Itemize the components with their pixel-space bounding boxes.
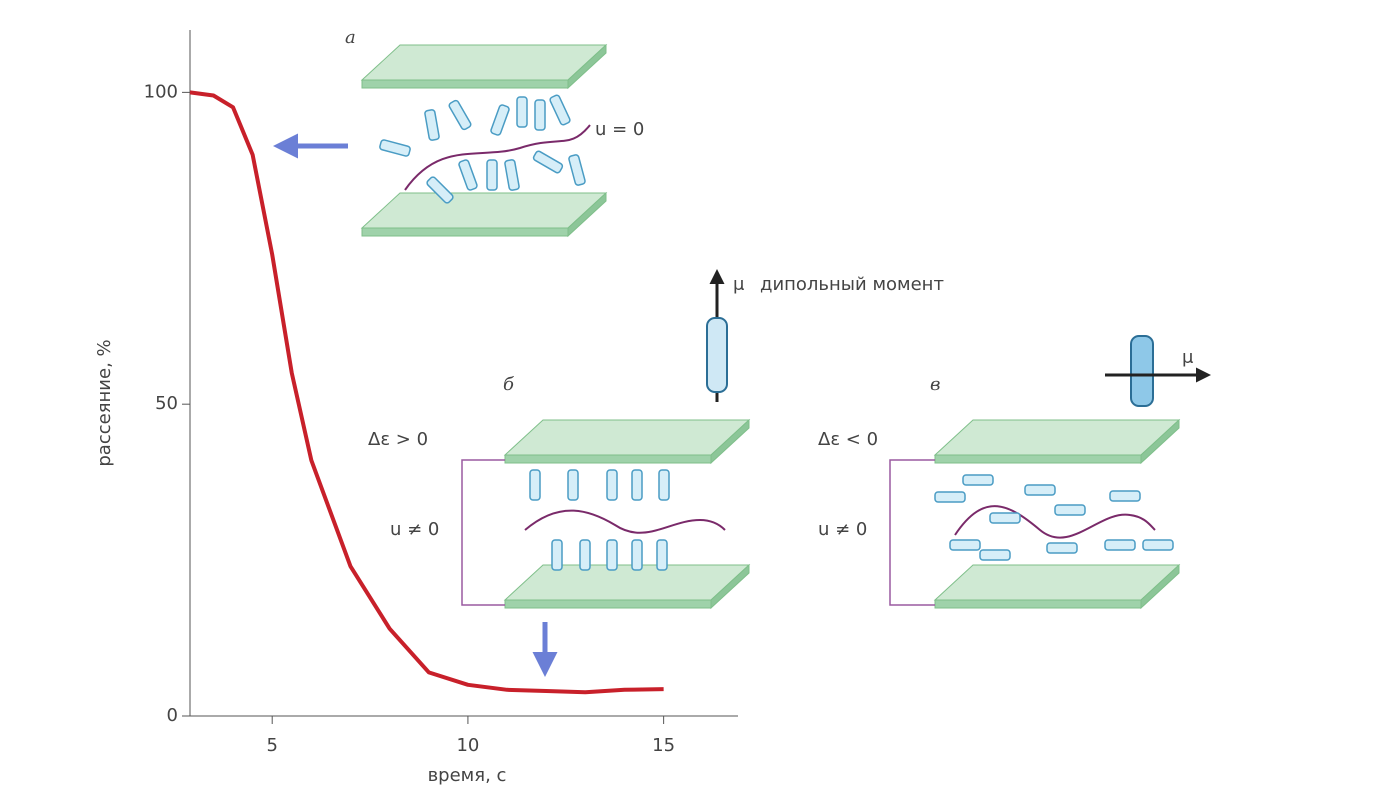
- annotation: в: [930, 374, 940, 395]
- plate-edge: [505, 600, 711, 608]
- molecule: [530, 470, 540, 500]
- molecule: [424, 109, 439, 140]
- molecule: [607, 470, 617, 500]
- molecule: [632, 540, 642, 570]
- plate-top: [505, 420, 749, 455]
- annotation: u ≠ 0: [818, 519, 867, 540]
- molecule: [1047, 543, 1077, 553]
- molecule: [1110, 491, 1140, 501]
- annotation: дипольный момент: [760, 274, 944, 295]
- plate-edge: [935, 600, 1141, 608]
- x-tick-label: 5: [266, 735, 277, 756]
- figure: рассеяние, % время, с 0 50 100 5 10 15 а u = 0 μ…: [0, 0, 1397, 803]
- molecule: [632, 470, 642, 500]
- molecule: [549, 94, 571, 125]
- y-tick-label: 0: [167, 705, 178, 726]
- molecule: [517, 97, 527, 127]
- circuit: [462, 460, 505, 605]
- molecule: [568, 470, 578, 500]
- y-tick-label: 50: [155, 393, 178, 414]
- plate-edge: [362, 80, 568, 88]
- molecule: [448, 100, 472, 131]
- molecule: [1025, 485, 1055, 495]
- molecule: [657, 540, 667, 570]
- annotation: Δε < 0: [818, 429, 878, 450]
- molecule: [458, 159, 478, 191]
- molecule: [990, 513, 1020, 523]
- diagrams: [278, 45, 1208, 672]
- molecule: [659, 470, 669, 500]
- y-tick-label: 100: [144, 81, 178, 102]
- annotation: u ≠ 0: [390, 519, 439, 540]
- plate-top: [505, 565, 749, 600]
- x-tick-label: 10: [456, 735, 479, 756]
- annotation: а: [345, 27, 356, 48]
- molecule: [963, 475, 993, 485]
- molecule: [950, 540, 980, 550]
- annotation: μ: [1182, 347, 1194, 368]
- plate-edge: [362, 228, 568, 236]
- annotation: μ: [733, 274, 745, 295]
- molecule: [552, 540, 562, 570]
- y-axis-label: рассеяние, %: [94, 339, 115, 466]
- molecule: [535, 100, 545, 130]
- plate-top: [935, 420, 1179, 455]
- dipole-cylinder: [707, 318, 727, 392]
- plate-edge: [935, 455, 1141, 463]
- plate-top: [362, 45, 606, 80]
- molecule: [568, 154, 585, 186]
- molecule: [487, 160, 497, 190]
- molecule: [935, 492, 965, 502]
- molecule: [379, 139, 411, 156]
- annotation: Δε > 0: [368, 429, 428, 450]
- plate-top: [935, 565, 1179, 600]
- dipole-cylinder: [1131, 336, 1153, 406]
- annotation: u = 0: [595, 119, 644, 140]
- annotation: б: [503, 374, 515, 395]
- x-tick-label: 15: [652, 735, 675, 756]
- molecule: [1105, 540, 1135, 550]
- molecule: [1055, 505, 1085, 515]
- molecule: [580, 540, 590, 570]
- polymer: [525, 511, 725, 533]
- molecule: [607, 540, 617, 570]
- x-axis-label: время, с: [428, 765, 507, 786]
- circuit: [890, 460, 935, 605]
- molecule: [504, 159, 519, 190]
- molecule: [533, 150, 564, 174]
- plate-edge: [505, 455, 711, 463]
- molecule: [490, 104, 510, 136]
- molecule: [1143, 540, 1173, 550]
- molecule: [980, 550, 1010, 560]
- plate-top: [362, 193, 606, 228]
